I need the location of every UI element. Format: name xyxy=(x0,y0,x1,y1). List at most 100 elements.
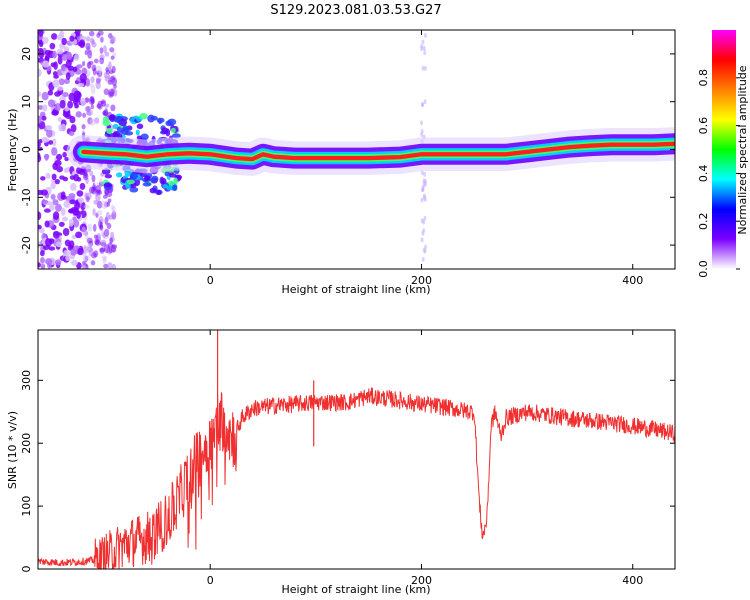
spectrogram-noise-blob xyxy=(38,105,44,110)
spectrogram-noise-blob xyxy=(52,199,59,206)
spectrogram-noise-blob xyxy=(72,98,78,106)
colorbar-tick-label: 0.6 xyxy=(697,117,710,135)
spectrogram-signal-blob xyxy=(151,175,159,182)
spectrogram-noise-blob xyxy=(40,256,45,264)
spectrogram-streak-blob xyxy=(423,215,427,221)
spectrogram-noise-blob xyxy=(98,216,104,225)
spectrogram-noise-blob xyxy=(92,67,97,76)
spectrogram-noise-blob xyxy=(38,91,42,97)
spectrogram-noise-blob xyxy=(56,165,64,173)
spectrogram-signal-blob xyxy=(140,133,149,141)
spectrogram-noise-blob xyxy=(108,61,112,71)
spectrogram-noise-blob xyxy=(59,175,65,180)
spectrogram-noise-blob xyxy=(49,42,56,50)
spectrogram-noise-blob xyxy=(90,76,95,84)
spectrogram-noise-blob xyxy=(94,117,100,124)
spectrogram-noise-blob xyxy=(110,244,117,253)
spectrogram-noise-blob xyxy=(76,190,84,197)
colorbar-gradient xyxy=(712,30,736,269)
colorbar-tick-label: 0.0 xyxy=(697,260,710,278)
spectrogram-signal-blob xyxy=(142,182,152,187)
spectrogram-noise-blob xyxy=(88,30,95,37)
spectrogram-noise-blob xyxy=(79,73,87,83)
spectrogram-noise-blob xyxy=(102,110,108,116)
spectrogram-noise-blob xyxy=(84,49,88,56)
spectrogram-noise-blob xyxy=(107,198,112,203)
spectrogram-noise-blob xyxy=(69,183,77,191)
spectrogram-noise-blob xyxy=(86,61,92,69)
spectrogram-signal-blob xyxy=(136,123,144,130)
spectrogram-streak-blob xyxy=(422,247,426,253)
spectrogram-noise-blob xyxy=(61,64,66,72)
spectrogram-noise-blob xyxy=(61,37,67,46)
spectrogram-noise-blob xyxy=(78,39,86,48)
spectrogram-noise-blob xyxy=(51,33,58,40)
spectrogram-noise-blob xyxy=(84,192,88,200)
spectrogram-noise-blob xyxy=(45,258,53,265)
spectrogram-noise-blob xyxy=(110,80,117,86)
spectrogram-noise-blob xyxy=(77,82,85,88)
spectrogram-noise-blob xyxy=(79,182,86,190)
spectrogram-noise-blob xyxy=(95,77,102,82)
spectrogram-noise-blob xyxy=(82,265,87,269)
spectrogram-noise-blob xyxy=(90,104,94,110)
spectrogram-noise-blob xyxy=(103,88,110,96)
spectrogram-noise-blob xyxy=(56,48,64,55)
spectrogram-noise-blob xyxy=(68,240,75,249)
spectrogram-noise-blob xyxy=(96,32,101,38)
colorbar-tick-label: 0.4 xyxy=(697,165,710,183)
spectrogram-noise-blob xyxy=(94,58,99,64)
spectrogram-noise-blob xyxy=(44,153,49,161)
spectrogram-noise-blob xyxy=(99,178,103,184)
spectrogram-signal-blob xyxy=(104,174,113,179)
spectrogram-noise-blob xyxy=(91,174,96,183)
spectrogram-streak-blob xyxy=(423,171,427,177)
spectrogram-signal-blob xyxy=(102,119,111,127)
spectrogram-noise-blob xyxy=(38,142,41,147)
spectrogram-noise-blob xyxy=(82,60,86,67)
spectrogram-noise-blob xyxy=(103,263,109,269)
spectrogram-noise-blob xyxy=(105,69,111,75)
spectrogram-noise-blob xyxy=(62,151,67,158)
snr-y-axis-label: SNR (10 * v/v) xyxy=(6,411,19,489)
spectrogram-noise-blob xyxy=(107,262,113,269)
spectrogram-noise-blob xyxy=(104,51,110,57)
spectrogram-noise-blob xyxy=(65,254,70,262)
spectrogram-noise-blob xyxy=(40,176,46,181)
spectrogram-noise-blob xyxy=(52,211,60,220)
snr-panel: 0 200 400 0 100 200 300 Height of straight lin… xyxy=(6,329,676,596)
spectrogram-noise-blob xyxy=(69,199,76,205)
spectrogram-y-axis-label: Frequency (Hz) xyxy=(6,109,19,192)
spectrogram-signal-blob xyxy=(124,131,134,136)
snr-x-axis-label: Height of straight line (km) xyxy=(281,583,430,596)
spectrogram-signal-blob xyxy=(147,114,155,123)
spectrogram-noise-blob xyxy=(44,50,52,55)
spectrogram-noise-blob xyxy=(72,216,77,221)
spectrogram-ridge-core xyxy=(81,141,675,162)
spectrogram-noise-blob xyxy=(45,238,53,247)
spectrogram-signal-blob xyxy=(149,187,157,194)
spectrogram-noise-blob xyxy=(84,97,90,103)
spectrogram-noise-blob xyxy=(41,91,49,101)
spectrogram-noise-blob xyxy=(63,167,70,173)
spectrogram-noise-blob xyxy=(90,85,96,95)
spectrogram-noise-blob xyxy=(69,175,76,180)
spectrogram-noise-blob xyxy=(55,259,62,266)
spectrogram-noise-blob xyxy=(82,254,88,262)
spectrogram-noise-blob xyxy=(97,209,103,216)
spectrogram-signal-blob xyxy=(116,172,123,178)
spectrogram-y-tick-label: -10 xyxy=(20,188,33,206)
spectrogram-noise-blob xyxy=(52,71,58,76)
spectrogram-noise-blob xyxy=(59,30,65,39)
spectrogram-streak-blob xyxy=(421,39,425,45)
spectrogram-noise-blob xyxy=(75,231,83,239)
spectrogram-noise-blob xyxy=(57,55,63,65)
spectrogram-noise-blob xyxy=(63,249,71,256)
spectrogram-noise-blob xyxy=(93,234,98,239)
spectrogram-noise-blob xyxy=(100,100,107,107)
spectrogram-noise-blob xyxy=(40,189,48,196)
spectrogram-noise-blob xyxy=(47,90,54,96)
spectrogram-noise-blob xyxy=(45,129,53,138)
spectrogram-noise-blob xyxy=(87,223,93,232)
spectrogram-x-tick-label: 0 xyxy=(207,274,214,287)
